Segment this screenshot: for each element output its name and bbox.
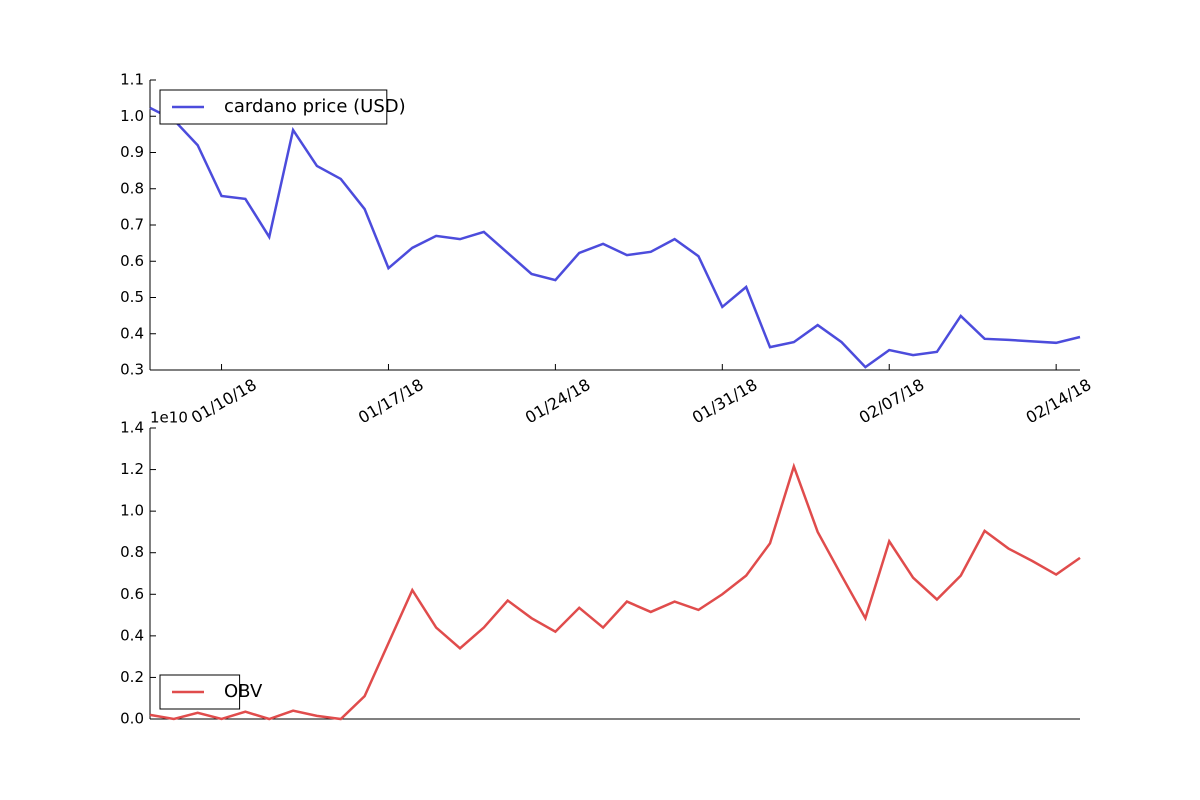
- legend-label: OBV: [224, 681, 263, 702]
- y-tick-label: 1.4: [120, 419, 144, 437]
- series-line: [149, 106, 1081, 369]
- y-tick-label: 0.4: [120, 626, 144, 644]
- x-tick-label: 02/07/18: [856, 375, 928, 427]
- y-tick-label: 0.5: [120, 288, 144, 306]
- legend-label: cardano price (USD): [224, 96, 406, 117]
- y-tick-label: 1.0: [120, 502, 144, 520]
- y-tick-label: 0.8: [120, 543, 144, 561]
- y-tick-label: 0.0: [120, 710, 144, 728]
- x-tick-label: 01/31/18: [689, 375, 761, 427]
- y-tick-label: 0.6: [120, 252, 144, 270]
- y-tick-label: 1.2: [120, 460, 144, 478]
- y-tick-label: 0.6: [120, 585, 144, 603]
- y-tick-label: 1.1: [120, 71, 144, 89]
- x-tick-label: 01/10/18: [188, 375, 260, 427]
- y-offset-label: 1e10: [150, 409, 188, 427]
- series-line: [149, 462, 1081, 721]
- y-tick-label: 0.8: [120, 179, 144, 197]
- y-tick-label: 0.2: [120, 668, 144, 686]
- y-tick-label: 0.9: [120, 143, 144, 161]
- x-tick-label: 01/17/18: [355, 375, 427, 427]
- x-tick-label: 02/14/18: [1023, 375, 1095, 427]
- x-tick-label: 01/24/18: [522, 375, 594, 427]
- y-tick-label: 0.7: [120, 216, 144, 234]
- y-tick-label: 0.4: [120, 324, 144, 342]
- y-tick-label: 0.3: [120, 361, 144, 379]
- y-tick-label: 1.0: [120, 107, 144, 125]
